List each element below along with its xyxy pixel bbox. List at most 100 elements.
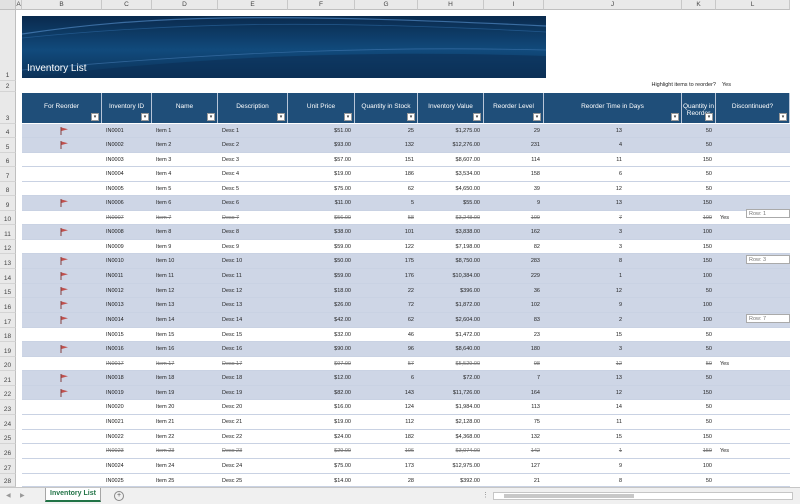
cell-id[interactable]: IN0011 xyxy=(106,273,124,279)
highlight-value[interactable]: Yes xyxy=(722,82,731,88)
table-row[interactable]: IN0007 Item 7 Desc 7 $56.00 58 $3,248.00 109 7 1… xyxy=(22,211,790,225)
cell-value[interactable]: $4,368.00 xyxy=(455,434,480,440)
cell-reorder[interactable]: 100 xyxy=(702,463,712,469)
row-header[interactable]: 4 xyxy=(0,124,16,138)
cell-price[interactable]: $50.00 xyxy=(334,258,351,264)
cell-days[interactable]: 15 xyxy=(615,434,622,440)
cell-days[interactable]: 12 xyxy=(615,288,622,294)
cell-value[interactable]: $4,650.00 xyxy=(455,186,480,192)
cell-price[interactable]: $38.00 xyxy=(334,229,351,235)
cell-qty[interactable]: 62 xyxy=(407,186,414,192)
cell-qty[interactable]: 176 xyxy=(404,273,414,279)
table-row[interactable]: IN0025 Item 25 Desc 25 $14.00 28 $392.00 21 8 50 xyxy=(22,474,790,487)
table-row[interactable]: IN0004 Item 4 Desc 4 $19.00 186 $3,534.00 158 6… xyxy=(22,167,790,182)
cell-id[interactable]: IN0003 xyxy=(106,157,124,163)
cell-id[interactable]: IN0010 xyxy=(106,258,124,264)
cell-name[interactable]: Item 17 xyxy=(156,361,175,367)
column-header-k[interactable]: K xyxy=(682,0,716,10)
cell-days[interactable]: 3 xyxy=(618,346,622,352)
cell-reorder[interactable]: 50 xyxy=(705,186,712,192)
cell-reorder[interactable]: 50 xyxy=(705,142,712,148)
cell-name[interactable]: Item 21 xyxy=(156,419,175,425)
cell-price[interactable]: $19.00 xyxy=(334,171,351,177)
cell-desc[interactable]: Desc 18 xyxy=(222,375,243,381)
cell-disc[interactable] xyxy=(716,167,746,181)
row-header[interactable]: 18 xyxy=(0,328,16,342)
table-row[interactable]: IN0009 Item 9 Desc 9 $59.00 122 $7,198.00 82 3 1… xyxy=(22,240,790,254)
cell-reorder[interactable]: 50 xyxy=(705,361,712,367)
cell-disc[interactable] xyxy=(716,400,746,414)
column-header-e[interactable]: E xyxy=(218,0,288,10)
horizontal-scrollbar[interactable] xyxy=(493,492,793,500)
cell-id[interactable]: IN0022 xyxy=(106,434,124,440)
row-header[interactable]: 10 xyxy=(0,211,16,225)
cell-level[interactable]: 83 xyxy=(533,317,540,323)
table-row[interactable]: IN0010 Item 10 Desc 10 $50.00 175 $8,750.00 28… xyxy=(22,254,790,269)
cell-days[interactable]: 1 xyxy=(618,448,622,454)
row-header[interactable]: 12 xyxy=(0,240,16,254)
cell-level[interactable]: 23 xyxy=(533,332,540,338)
row-header[interactable]: 20 xyxy=(0,357,16,371)
table-row[interactable]: IN0021 Item 21 Desc 21 $19.00 112 $2,128.00 75… xyxy=(22,415,790,430)
cell-qty[interactable]: 143 xyxy=(404,390,414,396)
cell-name[interactable]: Item 25 xyxy=(156,478,175,484)
cell-value[interactable]: $12,975.00 xyxy=(452,463,480,469)
cell-desc[interactable]: Desc 17 xyxy=(222,361,243,367)
cell-qty[interactable]: 122 xyxy=(404,244,414,250)
cell-price[interactable]: $24.00 xyxy=(334,434,351,440)
row-header[interactable]: 21 xyxy=(0,371,16,386)
cell-price[interactable]: $82.00 xyxy=(334,390,351,396)
row-note-box[interactable]: Row: 7 xyxy=(746,314,790,323)
table-row[interactable]: IN0006 Item 6 Desc 6 $11.00 5 $55.00 9 13 150 xyxy=(22,196,790,211)
table-row[interactable]: IN0023 Item 23 Desc 23 $29.00 106 $3,074.00 14… xyxy=(22,444,790,459)
cell-disc[interactable]: Yes xyxy=(720,361,729,367)
cell-desc[interactable]: Desc 2 xyxy=(222,142,240,148)
scrollbar-thumb[interactable] xyxy=(504,494,634,498)
cell-qty[interactable]: 101 xyxy=(404,229,414,235)
cell-disc[interactable] xyxy=(716,459,746,473)
cell-price[interactable]: $57.00 xyxy=(334,157,351,163)
cell-days[interactable]: 8 xyxy=(618,478,622,484)
cell-value[interactable]: $11,726.00 xyxy=(452,390,480,396)
cell-price[interactable]: $18.00 xyxy=(334,288,351,294)
filter-dropdown-button[interactable]: ▾ xyxy=(277,113,285,121)
cell-disc[interactable] xyxy=(716,430,746,443)
cell-desc[interactable]: Desc 21 xyxy=(222,419,243,425)
cell-id[interactable]: IN0005 xyxy=(106,186,124,192)
row-header[interactable]: 7 xyxy=(0,167,16,182)
cell-days[interactable]: 12 xyxy=(615,361,622,367)
cell-desc[interactable]: Desc 10 xyxy=(222,258,243,264)
cell-id[interactable]: IN0001 xyxy=(106,128,124,134)
cell-level[interactable]: 36 xyxy=(533,288,540,294)
cell-reorder[interactable]: 150 xyxy=(702,448,712,454)
cell-level[interactable]: 229 xyxy=(530,273,540,279)
filter-dropdown-button[interactable]: ▾ xyxy=(671,113,679,121)
cell-value[interactable]: $3,248.00 xyxy=(455,215,480,221)
cell-desc[interactable]: Desc 5 xyxy=(222,186,240,192)
cell-disc[interactable] xyxy=(716,225,746,239)
cell-reorder[interactable]: 50 xyxy=(705,171,712,177)
cell-disc[interactable] xyxy=(716,284,746,297)
cell-level[interactable]: 127 xyxy=(530,463,540,469)
cell-level[interactable]: 75 xyxy=(533,419,540,425)
cell-desc[interactable]: Desc 23 xyxy=(222,448,243,454)
row-header[interactable]: 8 xyxy=(0,182,16,196)
cell-desc[interactable]: Desc 12 xyxy=(222,288,243,294)
cell-id[interactable]: IN0017 xyxy=(106,361,124,367)
column-header-h[interactable]: H xyxy=(418,0,484,10)
cell-qty[interactable]: 124 xyxy=(404,404,414,410)
filter-dropdown-button[interactable]: ▾ xyxy=(207,113,215,121)
filter-dropdown-button[interactable]: ▾ xyxy=(407,113,415,121)
cell-days[interactable]: 12 xyxy=(615,186,622,192)
cell-qty[interactable]: 57 xyxy=(407,361,414,367)
cell-id[interactable]: IN0009 xyxy=(106,244,124,250)
cell-level[interactable]: 109 xyxy=(530,215,540,221)
cell-price[interactable]: $26.00 xyxy=(334,302,351,308)
row-header[interactable]: 1 xyxy=(0,10,16,81)
cell-reorder[interactable]: 150 xyxy=(702,244,712,250)
cell-disc[interactable] xyxy=(716,342,746,356)
column-header-g[interactable]: G xyxy=(355,0,418,10)
cell-value[interactable]: $1,275.00 xyxy=(455,128,480,134)
cell-price[interactable]: $56.00 xyxy=(334,215,351,221)
